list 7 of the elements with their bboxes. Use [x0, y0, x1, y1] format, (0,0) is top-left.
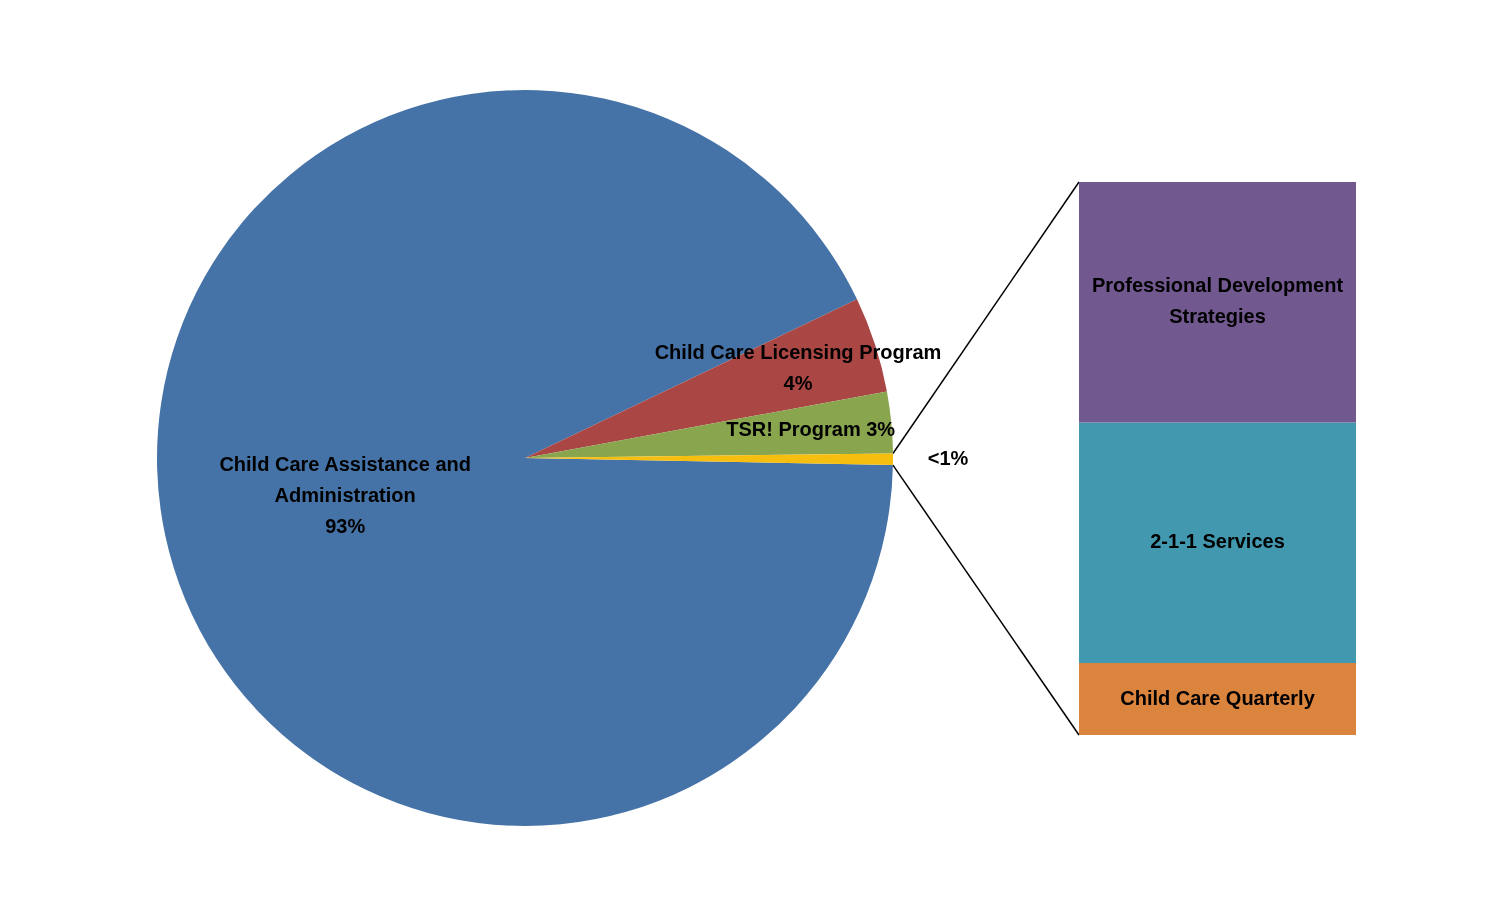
- series-label: Professional Development Strategies: [1091, 274, 1344, 328]
- data-label: <1%: [927, 446, 969, 469]
- slice-label: Child Care Assistance and Administration: [219, 453, 471, 507]
- series-label: Child Care Quarterly: [1120, 686, 1316, 709]
- data-label: 93%: [325, 515, 366, 538]
- series-label: 2-1-1 Services: [1150, 530, 1285, 553]
- data-label: 4%: [783, 372, 813, 395]
